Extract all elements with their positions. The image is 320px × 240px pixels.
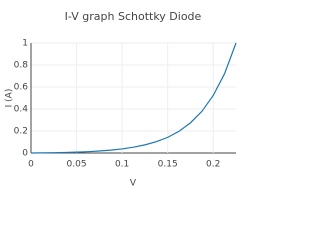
y-tick-label: 0.2	[14, 127, 28, 137]
y-axis-label: I (A)	[5, 89, 15, 108]
x-tick-label: 0.05	[67, 160, 87, 170]
line	[30, 42, 237, 154]
chart: I-V graph Schottky Diode V I (A) 0 0.2 0.4…	[5, 10, 237, 189]
x-axis-label: V	[130, 179, 137, 189]
y-tick-label: 1	[22, 39, 28, 49]
x-tick-label: 0.15	[158, 160, 178, 170]
y-tick-label: 0.8	[14, 61, 29, 71]
x-tick-label: 0.1	[115, 160, 129, 170]
y-tick-label: 0.6	[14, 83, 29, 93]
y-tick-label: 0.4	[14, 105, 29, 115]
y-tick-label: 0	[22, 149, 28, 159]
x-tick-label: 0.2	[206, 160, 220, 170]
x-tick-label: 0	[28, 160, 34, 170]
chart-title: I-V graph Schottky Diode	[65, 10, 202, 23]
